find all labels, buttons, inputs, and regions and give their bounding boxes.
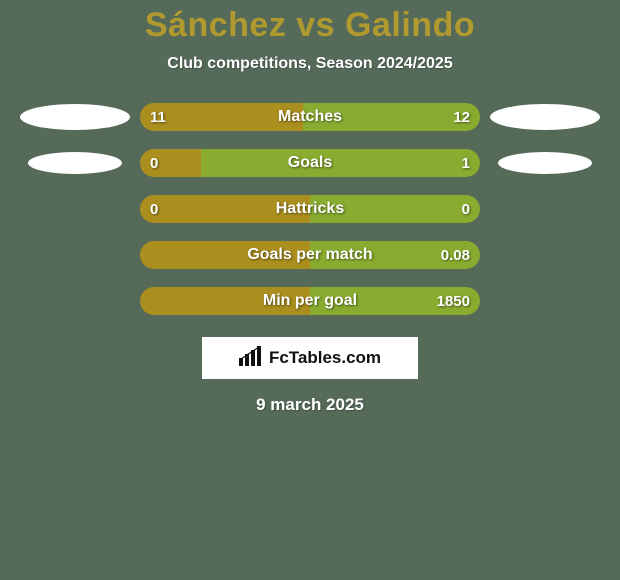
club-logo-left <box>20 104 130 130</box>
stat-row: 1112Matches <box>10 103 610 131</box>
brand-text: FcTables.com <box>269 348 381 368</box>
stat-row: 01Goals <box>10 149 610 177</box>
stat-bar-left <box>140 287 310 315</box>
stat-bar: 00Hattricks <box>140 195 480 223</box>
club-logo-right <box>498 152 592 174</box>
stat-row: 1850Min per goal <box>10 287 610 315</box>
stat-bar: 01Goals <box>140 149 480 177</box>
comparison-infographic: Sánchez vs Galindo Club competitions, Se… <box>0 0 620 580</box>
stat-bar: 1850Min per goal <box>140 287 480 315</box>
stat-bar: 1112Matches <box>140 103 480 131</box>
club-logo-left <box>28 152 122 174</box>
stat-bar-right <box>310 195 480 223</box>
stat-row: 00Hattricks <box>10 195 610 223</box>
stat-bar-left <box>140 241 310 269</box>
player1-name: Sánchez <box>145 6 286 44</box>
player2-name: Galindo <box>345 6 475 44</box>
stat-bar: 0.08Goals per match <box>140 241 480 269</box>
date-label: 9 march 2025 <box>0 395 620 415</box>
stat-bar-left <box>140 195 310 223</box>
stat-bar-right <box>201 149 480 177</box>
stat-bar-left <box>140 103 303 131</box>
brand-box: FcTables.com <box>202 337 418 379</box>
page-title: Sánchez vs Galindo <box>0 0 620 45</box>
stat-bar-right <box>310 241 480 269</box>
vs-separator: vs <box>286 6 345 44</box>
stats-container: 1112Matches 01Goals 00Hattricks 0.08Goals p… <box>0 103 620 315</box>
subtitle: Club competitions, Season 2024/2025 <box>0 55 620 73</box>
stat-bar-left <box>140 149 201 177</box>
stat-bar-right <box>303 103 480 131</box>
stat-bar-right <box>310 287 480 315</box>
stat-row: 0.08Goals per match <box>10 241 610 269</box>
chart-icon <box>239 346 263 371</box>
club-logo-right <box>490 104 600 130</box>
